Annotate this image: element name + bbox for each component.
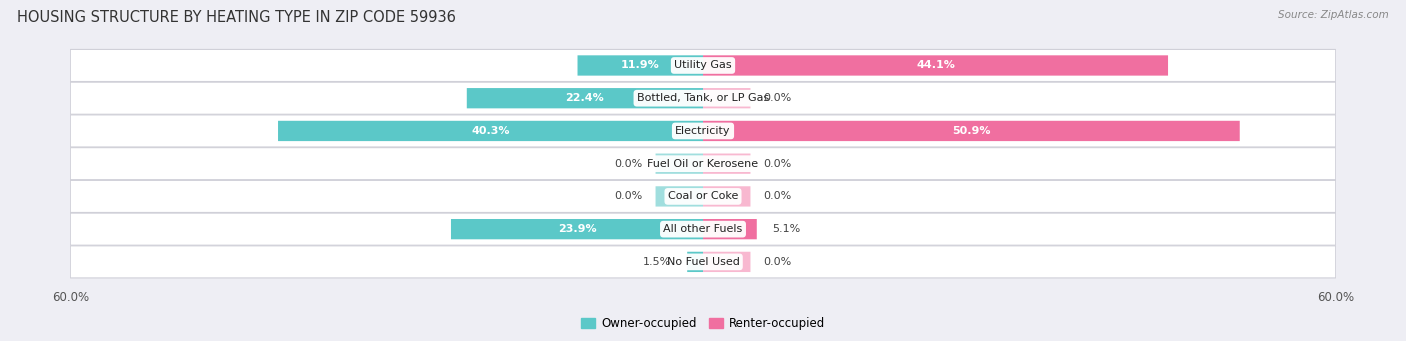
FancyBboxPatch shape (703, 219, 756, 239)
Text: 23.9%: 23.9% (558, 224, 596, 234)
Text: 50.9%: 50.9% (952, 126, 991, 136)
FancyBboxPatch shape (703, 55, 1168, 76)
Text: All other Fuels: All other Fuels (664, 224, 742, 234)
Text: 0.0%: 0.0% (614, 159, 643, 169)
Text: Source: ZipAtlas.com: Source: ZipAtlas.com (1278, 10, 1389, 20)
Text: Fuel Oil or Kerosene: Fuel Oil or Kerosene (647, 159, 759, 169)
Text: 1.5%: 1.5% (643, 257, 672, 267)
FancyBboxPatch shape (655, 186, 703, 207)
Text: 22.4%: 22.4% (565, 93, 605, 103)
FancyBboxPatch shape (578, 55, 703, 76)
FancyBboxPatch shape (688, 252, 703, 272)
Text: 0.0%: 0.0% (763, 191, 792, 202)
FancyBboxPatch shape (278, 121, 703, 141)
Text: 0.0%: 0.0% (614, 191, 643, 202)
Legend: Owner-occupied, Renter-occupied: Owner-occupied, Renter-occupied (576, 312, 830, 335)
FancyBboxPatch shape (703, 88, 751, 108)
FancyBboxPatch shape (70, 148, 1336, 180)
FancyBboxPatch shape (655, 153, 703, 174)
Text: 40.3%: 40.3% (471, 126, 510, 136)
FancyBboxPatch shape (467, 88, 703, 108)
Text: 5.1%: 5.1% (773, 224, 801, 234)
FancyBboxPatch shape (703, 121, 1240, 141)
FancyBboxPatch shape (703, 252, 751, 272)
Text: HOUSING STRUCTURE BY HEATING TYPE IN ZIP CODE 59936: HOUSING STRUCTURE BY HEATING TYPE IN ZIP… (17, 10, 456, 25)
FancyBboxPatch shape (70, 49, 1336, 81)
FancyBboxPatch shape (70, 246, 1336, 278)
FancyBboxPatch shape (451, 219, 703, 239)
Text: Coal or Coke: Coal or Coke (668, 191, 738, 202)
FancyBboxPatch shape (703, 186, 751, 207)
Text: 0.0%: 0.0% (763, 93, 792, 103)
Text: 44.1%: 44.1% (917, 60, 955, 71)
Text: Electricity: Electricity (675, 126, 731, 136)
Text: 0.0%: 0.0% (763, 159, 792, 169)
Text: Bottled, Tank, or LP Gas: Bottled, Tank, or LP Gas (637, 93, 769, 103)
FancyBboxPatch shape (70, 115, 1336, 147)
FancyBboxPatch shape (70, 213, 1336, 245)
Text: Utility Gas: Utility Gas (675, 60, 731, 71)
Text: No Fuel Used: No Fuel Used (666, 257, 740, 267)
FancyBboxPatch shape (70, 180, 1336, 212)
FancyBboxPatch shape (703, 153, 751, 174)
Text: 11.9%: 11.9% (621, 60, 659, 71)
FancyBboxPatch shape (70, 82, 1336, 114)
Text: 0.0%: 0.0% (763, 257, 792, 267)
